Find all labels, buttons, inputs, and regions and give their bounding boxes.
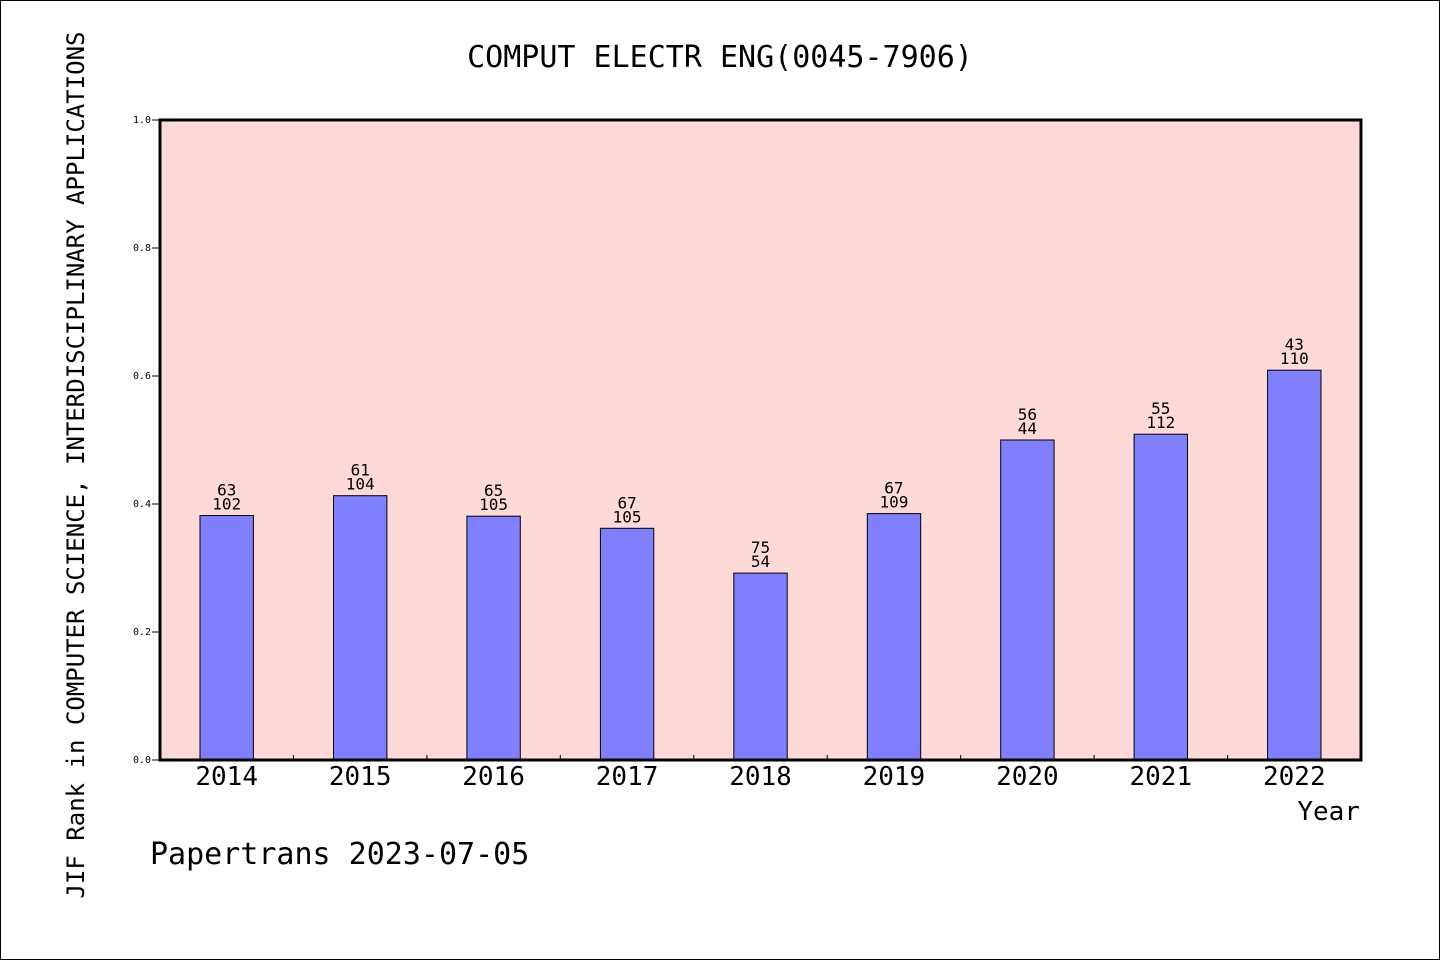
bar-label-total-2014: 102	[212, 495, 241, 514]
bar-label-total-2018: 54	[751, 552, 770, 571]
bar-label-rank-2021: 55	[1151, 399, 1170, 418]
x-tick-label-2015: 2015	[329, 762, 392, 792]
x-tick-label-2020: 2020	[996, 762, 1059, 792]
bar-label-rank-2020: 56	[1018, 405, 1037, 424]
x-tick-label-2022: 2022	[1263, 762, 1326, 792]
x-tick-label-2018: 2018	[729, 762, 792, 792]
x-tick-label-2017: 2017	[596, 762, 659, 792]
bar-2020	[1000, 439, 1055, 761]
bar-label-rank-2015: 61	[351, 461, 370, 480]
y-tick-label: 1.0	[133, 115, 151, 126]
bar-label-rank-2019: 67	[884, 479, 903, 498]
bar-label-rank-2014: 63	[217, 481, 236, 500]
x-tick-label-2021: 2021	[1129, 762, 1192, 792]
plot-border	[158, 118, 1363, 762]
bar-2019	[866, 513, 922, 761]
y-axis-label: JIF Rank in COMPUTER SCIENCE, INTERDISCI…	[62, 32, 90, 899]
y-tick-label: 0.2	[133, 627, 151, 638]
bar-2017	[599, 527, 655, 761]
y-tick-label: 0.6	[133, 371, 151, 382]
bar-label-rank-2022: 43	[1285, 335, 1304, 354]
bars-layer	[199, 369, 1322, 761]
x-tick-label-2014: 2014	[195, 762, 258, 792]
x-tick-label-2016: 2016	[462, 762, 525, 792]
bar-2021	[1133, 433, 1188, 761]
bar-2015	[333, 495, 388, 761]
bar-label-rank-2017: 67	[617, 493, 636, 512]
chart-title: COMPUT ELECTR ENG(0045-7906)	[467, 40, 973, 75]
y-tick-label: 0.4	[133, 499, 151, 510]
bar-label-total-2016: 105	[479, 495, 508, 514]
bar-label-total-2022: 110	[1280, 349, 1309, 368]
y-axis: 0.0 0.2 0.4 0.6 0.8 1.0	[133, 115, 160, 766]
bar-label-rank-2018: 75	[751, 538, 770, 557]
bar-label-total-2015: 104	[346, 475, 375, 494]
bar-2014	[199, 515, 254, 761]
bar-2018	[733, 572, 788, 761]
x-tick-label-2019: 2019	[863, 762, 926, 792]
y-tick-label: 0.0	[133, 755, 151, 766]
bar-2022	[1267, 369, 1322, 761]
bar-label-total-2019: 109	[879, 493, 908, 512]
bar-label-rank-2016: 65	[484, 481, 503, 500]
x-axis-label: Year	[1297, 797, 1360, 827]
bar-label-total-2017: 105	[613, 507, 642, 526]
bar-label-total-2020: 44	[1018, 419, 1037, 438]
footer-stamp: Papertrans 2023-07-05	[150, 837, 529, 872]
x-axis: 2014 2015 2016 2017 2018 2019 2020 2021 2022	[195, 755, 1326, 792]
bar-2016	[466, 515, 521, 761]
y-tick-label: 0.8	[133, 243, 151, 254]
bar-label-total-2021: 112	[1146, 413, 1175, 432]
